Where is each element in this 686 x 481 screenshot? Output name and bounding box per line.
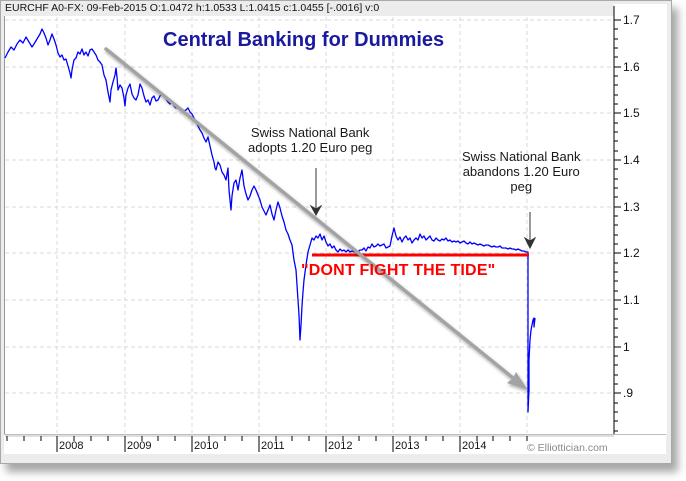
x-tick-labels: 2008 2009 2010 2011 2012 2013 2014 <box>59 440 486 452</box>
y-tick-1.2: 1.2 <box>623 246 640 260</box>
annotation-abandon: Swiss National Bank abandons 1.20 Euro p… <box>462 149 581 194</box>
annotation-abandon-line2: abandons 1.20 Euro <box>462 164 580 179</box>
y-tick-labels: 1.7 1.6 1.5 1.4 1.3 1.2 1.1 1 .9 <box>623 13 640 400</box>
annotation-abandon-line3: peg <box>510 179 533 194</box>
chart-header: EURCHF A0-FX: 09-Feb-2015 O:1.0472 h:1.0… <box>5 2 379 14</box>
trend-arrow <box>104 47 528 390</box>
x-tick-2009: 2009 <box>127 440 151 452</box>
x-tick-2014: 2014 <box>462 440 486 452</box>
annotation-adopt-line2: adopts 1.20 Euro peg <box>248 140 373 155</box>
chart-title: Central Banking for Dummies <box>163 29 445 51</box>
x-tick-2010: 2010 <box>194 440 218 452</box>
x-axis-panel <box>4 434 666 454</box>
y-tick-1.0: 1 <box>623 340 630 354</box>
y-tick-1.6: 1.6 <box>623 60 640 74</box>
annotation-abandon-line1: Swiss National Bank <box>462 149 581 164</box>
y-tick-1.3: 1.3 <box>623 200 640 214</box>
y-axis-panel <box>614 4 667 434</box>
symbol-label: EURCHF A0-FX: <box>5 2 84 14</box>
x-tick-2008: 2008 <box>59 440 83 452</box>
annotation-adopt-line1: Swiss National Bank <box>250 125 370 140</box>
grid-lines <box>5 17 613 433</box>
date-label: 09-Feb-2015 <box>86 2 147 14</box>
ohlc-label: O:1.0472 h:1.0533 L:1.0415 c:1.0455 [-.0… <box>149 2 380 14</box>
dont-fight-tide-label: "DONT FIGHT THE TIDE" <box>301 262 496 279</box>
x-tick-2013: 2013 <box>395 440 419 452</box>
x-tick-2011: 2011 <box>261 440 285 452</box>
y-tick-1.4: 1.4 <box>623 153 640 167</box>
y-tick-1.5: 1.5 <box>623 106 640 120</box>
x-tick-2012: 2012 <box>328 440 352 452</box>
plot-area <box>4 16 615 434</box>
x-axis <box>5 435 614 452</box>
price-line <box>4 28 536 413</box>
y-tick-1.1: 1.1 <box>623 293 640 307</box>
y-tick-0.9: .9 <box>623 386 633 400</box>
y-tick-1.7: 1.7 <box>623 13 640 27</box>
y-axis <box>613 6 621 434</box>
annotation-arrows <box>309 168 537 250</box>
annotation-adopt: Swiss National Bank adopts 1.20 Euro peg <box>248 125 372 155</box>
copyright-label: © Elliottician.com <box>527 442 608 454</box>
